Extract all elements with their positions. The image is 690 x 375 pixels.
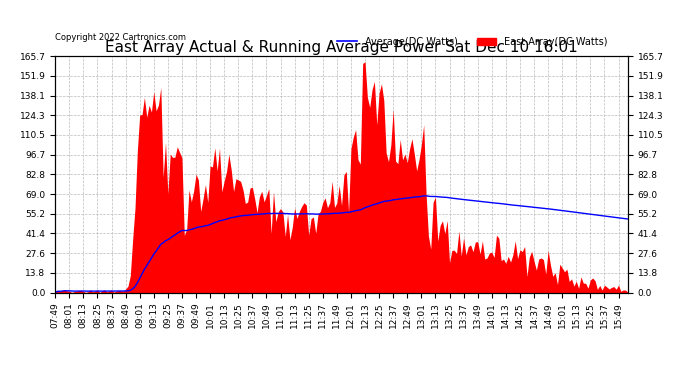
Title: East Array Actual & Running Average Power Sat Dec 10 16:01: East Array Actual & Running Average Powe… bbox=[105, 40, 578, 55]
Legend: Average(DC Watts), East Array(DC Watts): Average(DC Watts), East Array(DC Watts) bbox=[333, 33, 611, 51]
Text: Copyright 2022 Cartronics.com: Copyright 2022 Cartronics.com bbox=[55, 33, 186, 42]
